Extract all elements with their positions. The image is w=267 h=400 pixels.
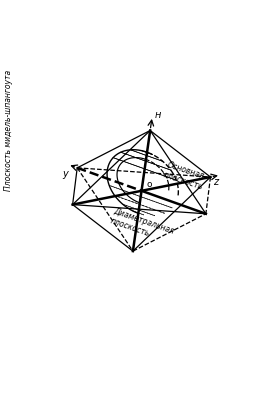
Text: н: н xyxy=(155,110,161,120)
Text: у: у xyxy=(62,169,68,179)
Text: Плоскость мидель-шпангоута: Плоскость мидель-шпангоута xyxy=(4,70,13,191)
Text: Диаметральная
плоскость: Диаметральная плоскость xyxy=(109,207,175,246)
Text: z: z xyxy=(213,177,218,187)
Text: Основная
плоскость: Основная плоскость xyxy=(162,160,207,192)
Text: о: о xyxy=(146,180,152,188)
